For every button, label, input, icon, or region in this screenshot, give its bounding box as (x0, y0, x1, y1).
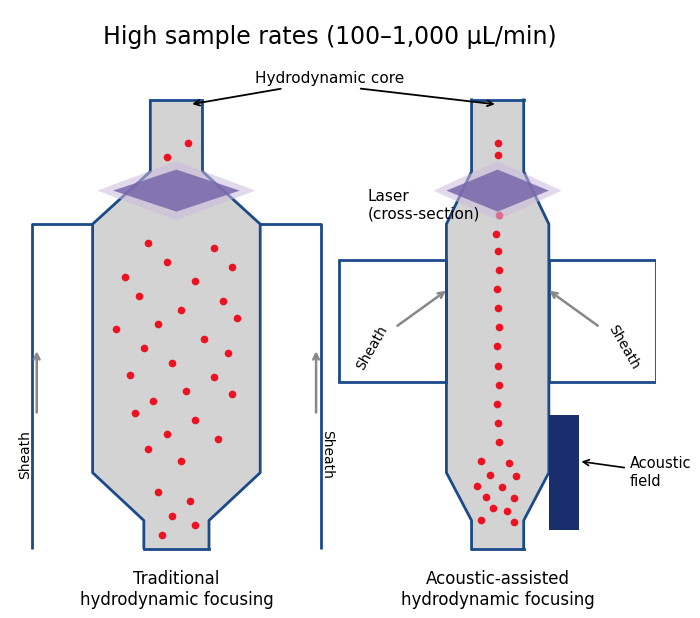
Bar (549, 260, 656, 382)
Polygon shape (97, 161, 256, 220)
Polygon shape (447, 169, 549, 211)
Text: High sample rates (100–1,000 μL/min): High sample rates (100–1,000 μL/min) (103, 25, 557, 49)
Text: Sheath: Sheath (320, 430, 334, 478)
Text: Sheath: Sheath (354, 323, 390, 372)
Text: Acoustic-assisted
hydrodynamic focusing: Acoustic-assisted hydrodynamic focusing (401, 570, 594, 609)
Text: Acoustic
field: Acoustic field (583, 457, 692, 489)
Text: Hydrodynamic core: Hydrodynamic core (256, 71, 405, 87)
Text: Sheath: Sheath (19, 430, 33, 478)
Text: Sheath: Sheath (605, 323, 642, 372)
Polygon shape (113, 169, 239, 211)
Text: Laser
(cross-section): Laser (cross-section) (368, 188, 480, 221)
Polygon shape (433, 161, 561, 220)
Bar (549, 415, 579, 530)
Text: Traditional
hydrodynamic focusing: Traditional hydrodynamic focusing (80, 570, 273, 609)
Polygon shape (92, 99, 260, 549)
Bar (340, 260, 447, 382)
Polygon shape (447, 99, 549, 549)
